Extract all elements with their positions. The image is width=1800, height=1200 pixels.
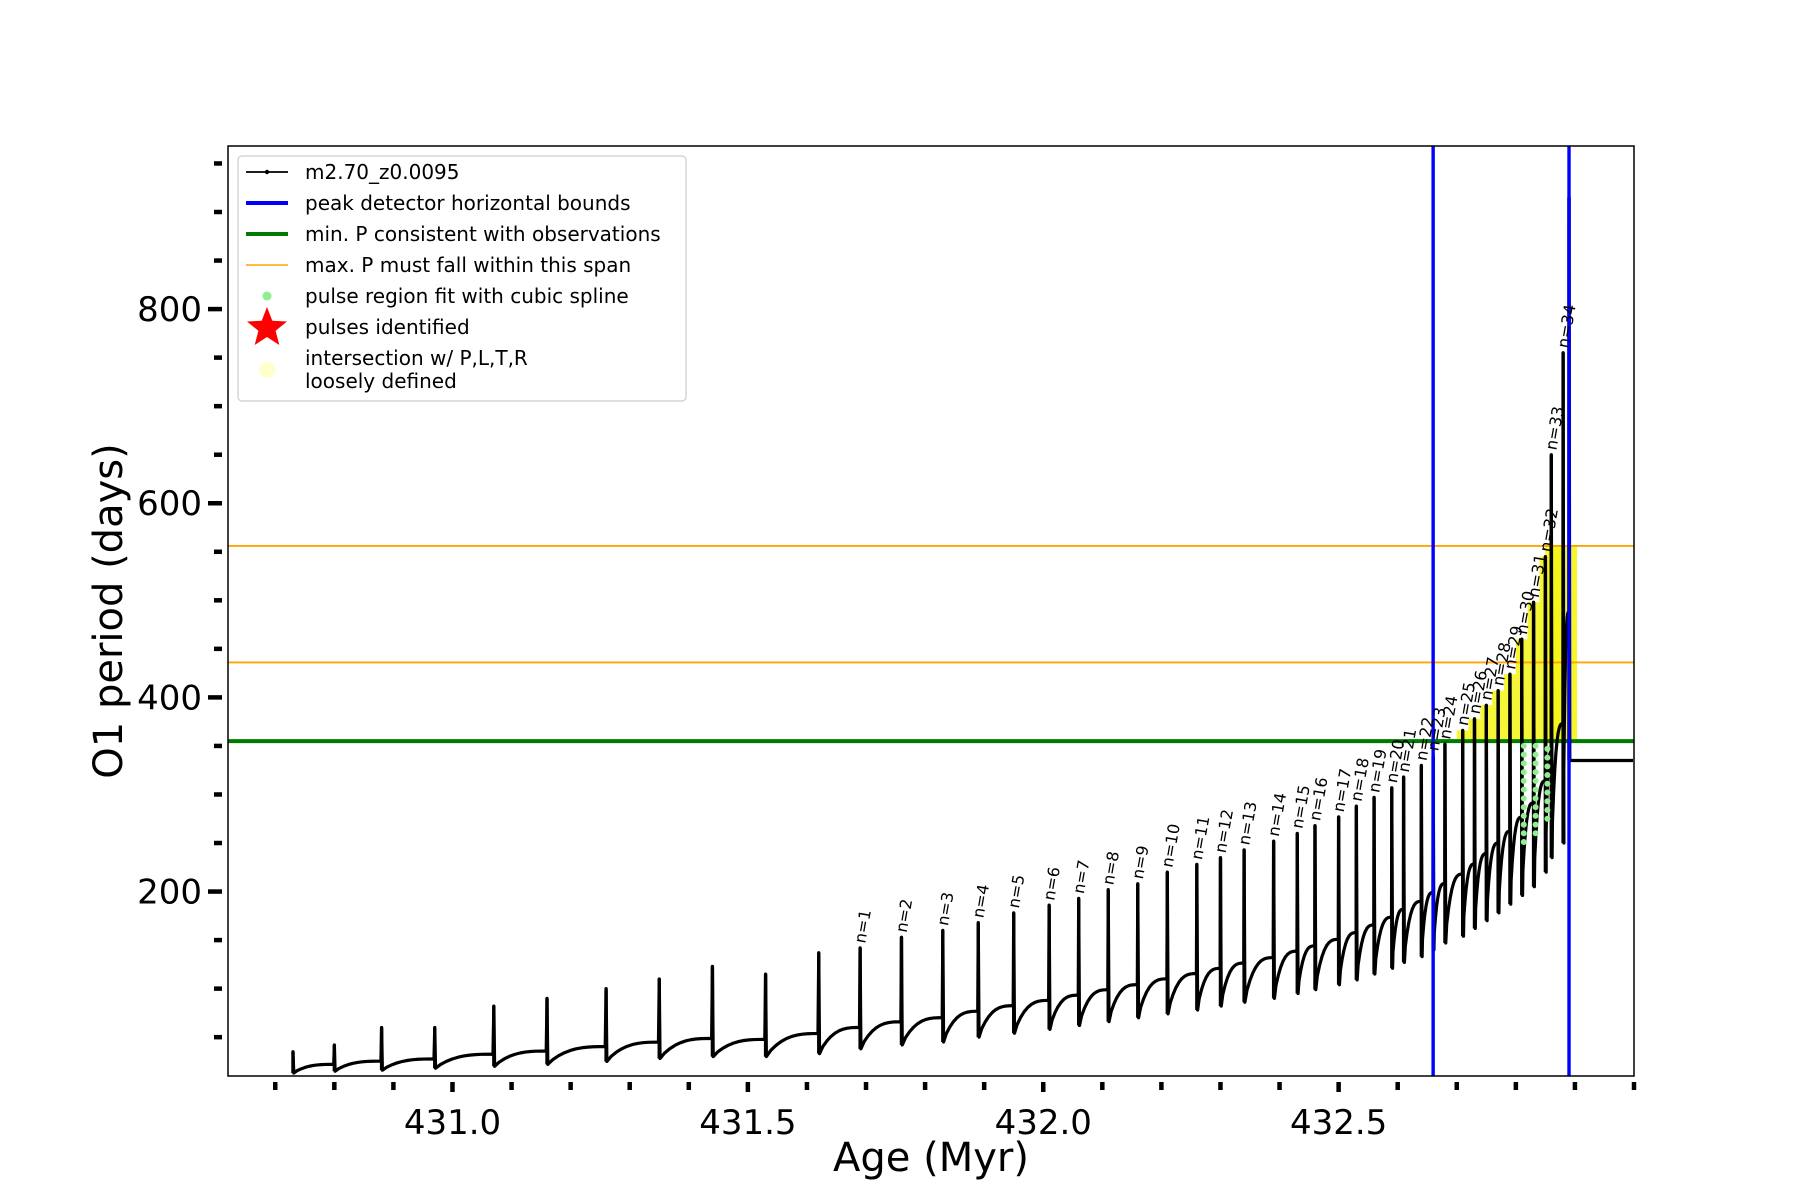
spline-point: [1532, 751, 1539, 758]
legend-entry-series: m2.70_z0.0095: [246, 160, 460, 184]
spline-point: [1532, 821, 1539, 828]
legend-label: pulse region fit with cubic spline: [305, 284, 629, 308]
legend-entry-spline: pulse region fit with cubic spline: [262, 284, 629, 308]
spline-point: [1532, 830, 1539, 837]
spline-point: [1544, 745, 1551, 752]
spline-point: [1532, 786, 1539, 793]
legend-label: loosely defined: [305, 369, 457, 393]
legend-label: pulses identified: [305, 315, 470, 339]
legend-entry-bounds: peak detector horizontal bounds: [246, 191, 631, 215]
spline-point: [1532, 760, 1539, 767]
spline-point: [1532, 795, 1539, 802]
legend-label: peak detector horizontal bounds: [305, 191, 631, 215]
spline-point: [1520, 812, 1527, 819]
legend-label: intersection w/ P,L,T,R: [305, 346, 528, 370]
horizontal-lines: [228, 545, 1634, 744]
spline-point: [1544, 807, 1551, 814]
x-axis-title: Age (Myr): [833, 1135, 1029, 1181]
spline-point: [1544, 789, 1551, 796]
y-tick-label: 200: [137, 873, 202, 913]
spline-point: [1520, 804, 1527, 811]
spline-point: [1520, 742, 1527, 749]
legend-entry-pulses: pulses identified: [247, 307, 470, 345]
y-axis-title: O1 period (days): [86, 443, 132, 778]
legend-entry-maxp: max. P must fall within this span: [246, 253, 631, 277]
legend-box: [237, 155, 687, 402]
spline-point: [1532, 812, 1539, 819]
spline-point: [1532, 769, 1539, 776]
spline-point: [1544, 815, 1551, 822]
legend-label: m2.70_z0.0095: [305, 160, 460, 184]
y-axis: 200 400 600 800: [137, 161, 222, 1040]
spline-point: [1532, 742, 1539, 749]
x-tick-label: 431.5: [699, 1103, 796, 1143]
spline-point: [1544, 754, 1551, 761]
spline-point: [1520, 751, 1527, 758]
y-tick-label: 400: [137, 678, 202, 718]
spline-point: [1544, 772, 1551, 779]
vertical-bounds: [1431, 146, 1571, 1076]
x-tick-label: 431.0: [404, 1103, 501, 1143]
legend-entry-minp: min. P consistent with observations: [246, 222, 661, 246]
spline-point: [1520, 830, 1527, 837]
spline-layer: [1520, 742, 1551, 846]
spline-point: [1520, 760, 1527, 767]
spline-point: [1532, 804, 1539, 811]
spline-point: [1520, 769, 1527, 776]
legend-label: min. P consistent with observations: [305, 222, 661, 246]
y-tick-label: 600: [137, 484, 202, 524]
spline-point: [1544, 798, 1551, 805]
y-tick-label: 800: [137, 290, 202, 330]
x-tick-label: 432.5: [1290, 1103, 1387, 1143]
spline-point: [1520, 821, 1527, 828]
spline-point: [1544, 780, 1551, 787]
spline-point: [1520, 786, 1527, 793]
spline-point: [1520, 839, 1527, 846]
spline-point: [1544, 763, 1551, 770]
spline-point: [1520, 777, 1527, 784]
legend-label: max. P must fall within this span: [305, 253, 631, 277]
x-tick-label: 432.0: [995, 1103, 1092, 1143]
plot-frame: [227, 145, 1635, 1077]
x-axis: 431.0 431.5 432.0 432.5: [273, 1082, 1637, 1143]
spline-point: [1532, 777, 1539, 784]
spline-point: [1520, 795, 1527, 802]
